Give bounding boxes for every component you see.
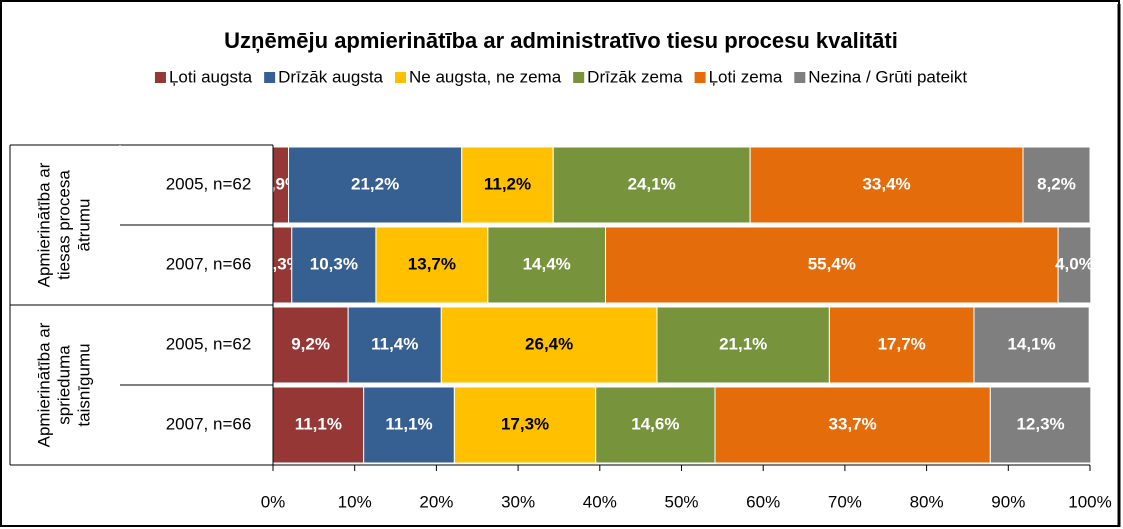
legend-swatch <box>264 72 276 83</box>
legend: Ļoti augsta Drīzāk augsta Ne augsta, ne ze… <box>154 67 967 86</box>
legend-label: Drīzāk zema <box>587 67 683 86</box>
group-label: tiesas procesa <box>54 170 73 280</box>
bar-segment <box>272 306 349 384</box>
x-tick-label: 40% <box>583 492 617 511</box>
data-label: 21,2% <box>351 174 399 193</box>
legend-label: Ne augsta, ne zema <box>409 67 562 86</box>
legend-label: Ļoti augsta <box>169 67 253 86</box>
bar-segment <box>291 226 377 304</box>
bar-segment <box>288 146 463 224</box>
legend-swatch <box>794 72 806 83</box>
y-tick-label: 2007, n=66 <box>166 414 252 433</box>
data-label: 13,7% <box>408 254 456 273</box>
data-label: 21,1% <box>719 334 767 353</box>
bar-segment <box>1022 146 1091 224</box>
bar-segment <box>828 306 975 384</box>
x-tick-label: 30% <box>501 492 535 511</box>
legend-label: Ļoti zema <box>709 67 783 86</box>
data-label: 33,4% <box>862 174 910 193</box>
data-label: 8,2% <box>1037 174 1076 193</box>
group-label: ātrumu <box>74 199 93 252</box>
data-label: 14,4% <box>523 254 571 273</box>
bar-segment <box>363 386 455 464</box>
legend-label: Nezina / Grūti pateikt <box>808 67 967 86</box>
legend-swatch <box>395 72 407 83</box>
data-label: 24,1% <box>628 174 676 193</box>
group-label: taisnīgumu <box>74 343 93 426</box>
x-tick-label: 70% <box>828 492 862 511</box>
data-label: 17,3% <box>501 414 549 433</box>
data-label: 55,4% <box>808 254 856 273</box>
legend-label: Drīzāk augsta <box>278 67 383 86</box>
data-label: 4,0% <box>1055 254 1094 273</box>
y-tick-label: 2005, n=62 <box>166 174 252 193</box>
data-label: 14,1% <box>1007 334 1055 353</box>
bar-segment <box>656 306 830 384</box>
data-label: 9,2% <box>291 334 330 353</box>
data-label: 11,1% <box>385 414 432 433</box>
bar-segment <box>595 386 716 464</box>
bar-segment <box>375 226 489 304</box>
bar-segment <box>605 226 1059 304</box>
data-label: 26,4% <box>525 334 573 353</box>
data-label: 17,7% <box>878 334 926 353</box>
data-label: 11,2% <box>484 174 531 193</box>
x-tick-label: 60% <box>746 492 780 511</box>
bar-segment <box>973 306 1090 384</box>
group-label: sprieduma <box>54 345 73 425</box>
bar-segment <box>272 386 365 464</box>
data-label: 33,7% <box>829 414 877 433</box>
bar-segment <box>714 386 991 464</box>
y-tick-label: 2007, n=66 <box>166 254 252 273</box>
data-label: 10,3% <box>310 254 358 273</box>
legend-swatch <box>154 72 166 83</box>
bar-segment <box>749 146 1024 224</box>
x-tick-label: 80% <box>910 492 944 511</box>
bar-segment <box>487 226 607 304</box>
bar-segment <box>453 386 597 464</box>
x-tick-label: 10% <box>338 492 372 511</box>
data-label: 12,3% <box>1016 414 1064 433</box>
bar-segment <box>989 386 1092 464</box>
x-tick-label: 20% <box>419 492 453 511</box>
data-label: 11,1% <box>295 414 342 433</box>
bar-segment <box>1057 226 1092 304</box>
bar-segment <box>347 306 442 384</box>
x-tick-label: 100% <box>1068 492 1111 511</box>
legend-swatch <box>573 72 585 83</box>
x-tick-label: 90% <box>991 492 1025 511</box>
legend-swatch <box>694 72 706 83</box>
x-tick-label: 0% <box>261 492 286 511</box>
data-label: 14,6% <box>631 414 679 433</box>
data-label: 11,4% <box>371 334 418 353</box>
chart-title: Uzņēmēju apmierinātība ar administratīvo… <box>224 28 898 53</box>
group-label: Apmierinātība ar <box>34 322 53 447</box>
group-label: Apmierinātība ar <box>34 162 53 287</box>
y-tick-label: 2005, n=62 <box>166 334 252 353</box>
x-tick-label: 50% <box>664 492 698 511</box>
bar-segment <box>552 146 751 224</box>
bar-segment <box>461 146 554 224</box>
bar-segment <box>440 306 658 384</box>
